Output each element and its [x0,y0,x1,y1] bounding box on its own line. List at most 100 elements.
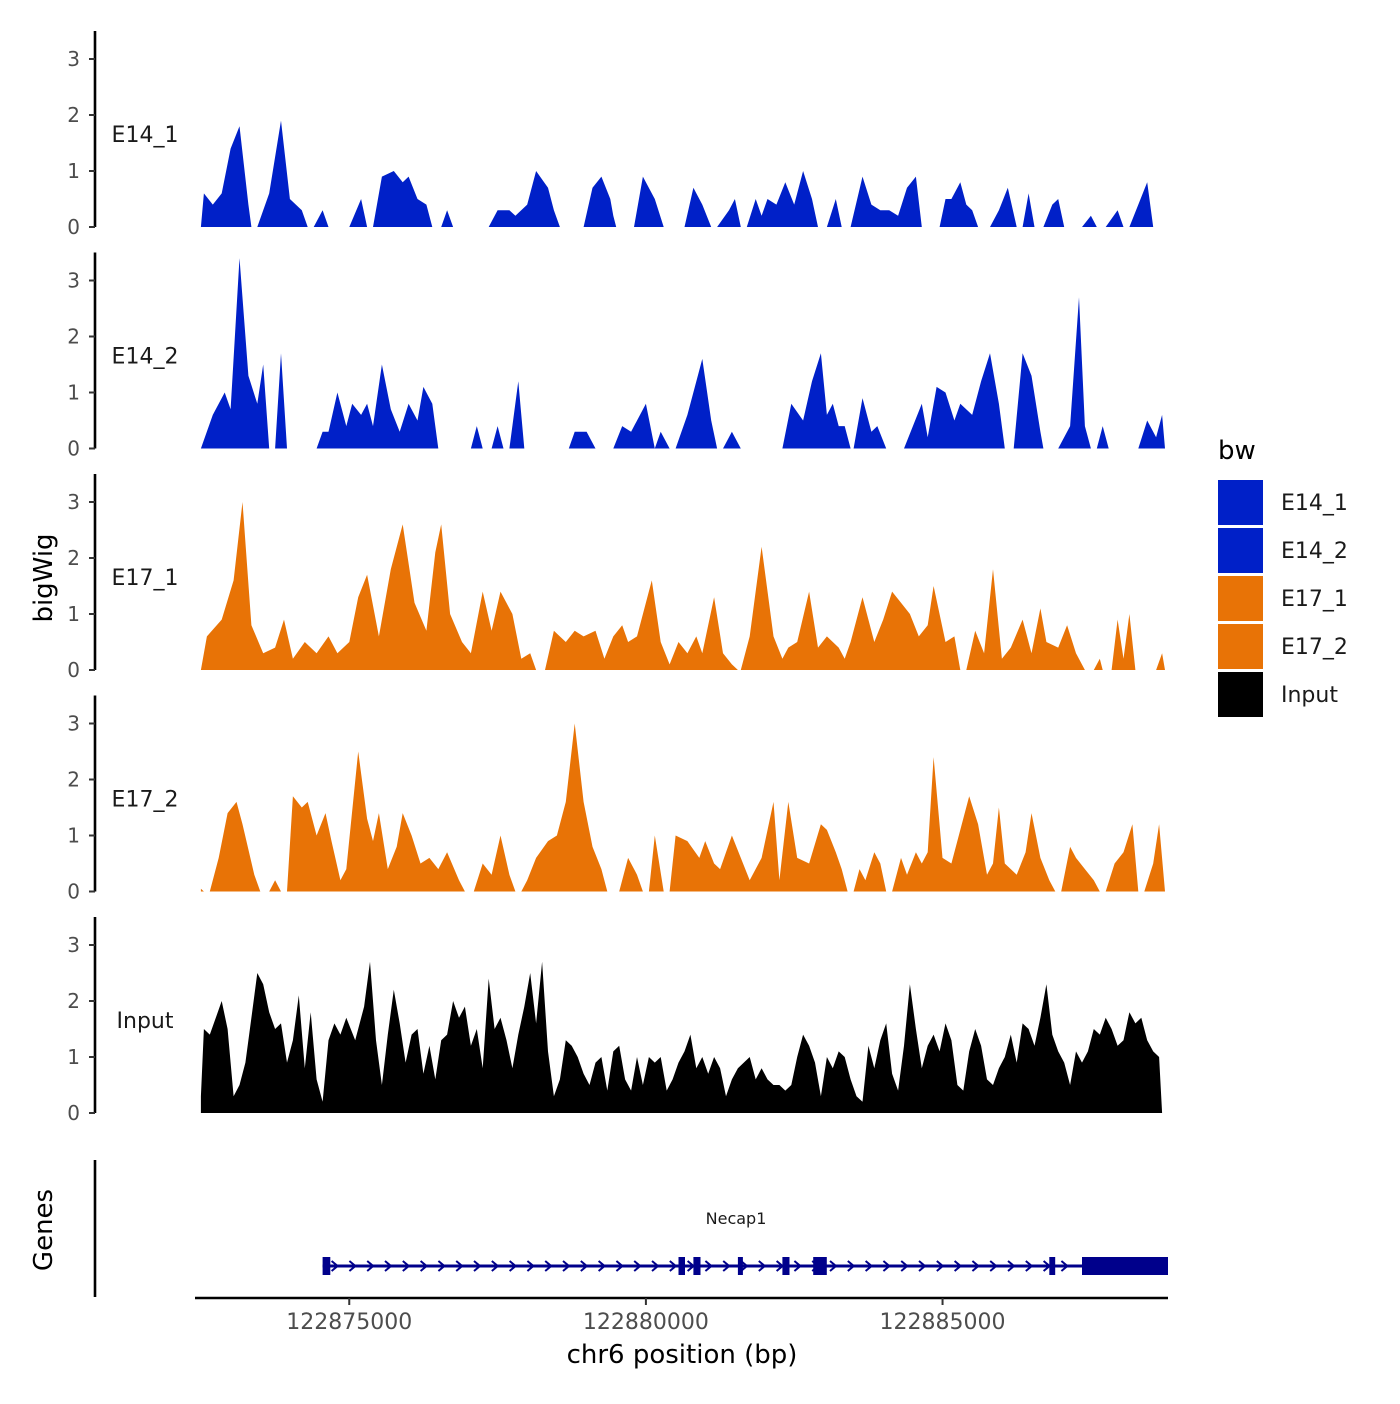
track-e17-2: 0 1 2 3 E17_2 [67,695,1165,904]
strand-arrow [1025,1260,1034,1272]
track-label: Input [117,1009,174,1034]
gene-exon [693,1257,701,1275]
strand-arrow [455,1260,464,1272]
gene-label: Necap1 [706,1209,767,1228]
y-tick-label: 2 [67,989,80,1013]
strand-arrow [847,1260,856,1272]
strand-arrow [651,1260,660,1272]
legend-swatch [1218,528,1263,573]
strand-arrow [491,1260,500,1272]
legend-item: E14_1 [1218,480,1348,525]
strand-arrow [936,1260,945,1272]
legend-swatch [1218,480,1263,525]
strand-arrow [508,1260,518,1272]
y-tick-label: 3 [67,712,80,736]
coverage-area [200,502,1165,670]
legend-label: E17_1 [1281,587,1348,612]
y-tick-label: 2 [67,768,80,792]
y-tick-label: 3 [67,269,80,293]
y-tick-label: 3 [67,47,80,71]
strand-arrow [330,1260,340,1272]
legend-item: Input [1218,672,1338,717]
legend-swatch [1218,624,1263,669]
strand-arrow [366,1260,375,1272]
x-axis: 122875000 122880000 122885000 [195,1296,1168,1335]
y-tick-label: 0 [67,1101,80,1125]
gene-track-title: Genes [29,1189,59,1271]
strand-arrow [562,1260,571,1272]
strand-arrow [1007,1260,1016,1272]
gene-exon [813,1257,827,1275]
gene-exon [322,1257,331,1275]
strand-arrow [918,1260,927,1272]
coverage-tracks: 0 1 2 3 E14_1 0 1 2 3 E14_2 0 1 2 3 E17_1 0 1 2 3 E17_2 0 1 2 3… [67,31,1165,1125]
strand-arrow [669,1260,678,1272]
strand-arrow [953,1260,963,1272]
strand-arrow [384,1260,393,1272]
strand-arrow [580,1260,589,1272]
coverage-area [200,961,1163,1113]
strand-arrow [597,1260,607,1272]
strand-arrow [437,1260,446,1272]
track-input: 0 1 2 3 Input [67,917,1163,1125]
strand-arrow [348,1260,357,1272]
strand-arrow [740,1260,749,1272]
y-tick-label: 2 [67,103,80,127]
legend: bw E14_1 E14_2 E17_1 E17_2 Input [1218,436,1348,717]
legend-label: Input [1281,683,1338,708]
y-tick-label: 1 [67,602,80,626]
coverage-area [200,120,1154,227]
gene-exon [1082,1257,1168,1275]
strand-arrow [526,1260,535,1272]
legend-label: E14_1 [1281,491,1348,516]
coverage-area [200,258,1165,449]
x-tick-label: 122885000 [880,1310,1006,1335]
y-tick-label: 1 [67,824,80,848]
y-tick-label: 1 [67,381,80,405]
y-tick-label: 3 [67,490,80,514]
strand-arrow [473,1260,482,1272]
strand-arrow [402,1260,411,1272]
strand-arrow [1060,1260,1069,1272]
legend-item: E17_2 [1218,624,1348,669]
track-label: E17_2 [112,788,179,813]
track-label: E17_1 [112,566,179,591]
strand-arrow [758,1260,767,1272]
y-tick-label: 2 [67,325,80,349]
strand-arrow [864,1260,874,1272]
y-tick-label: 0 [67,437,80,461]
track-label: E14_1 [112,123,179,148]
strand-arrow [615,1260,624,1272]
y-tick-label: 0 [67,658,80,682]
strand-arrow [633,1260,642,1272]
y-tick-label: 0 [67,215,80,239]
coverage-area [200,723,1165,892]
legend-title: bw [1218,436,1256,466]
gene-exon [782,1257,790,1275]
x-tick-label: 122875000 [286,1310,412,1335]
x-tick-label: 122880000 [583,1310,709,1335]
legend-item: E17_1 [1218,576,1348,621]
strand-arrow [989,1260,998,1272]
gene-track: Necap1 [93,1160,1168,1297]
strand-arrow [829,1260,838,1272]
y-tick-label: 1 [67,159,80,183]
track-e14-1: 0 1 2 3 E14_1 [67,31,1154,239]
track-e14-2: 0 1 2 3 E14_2 [67,252,1165,461]
y-tick-label: 3 [67,933,80,957]
y-axis-title: bigWig [29,533,59,622]
legend-label: E17_2 [1281,635,1348,660]
strand-arrow [704,1260,713,1272]
strand-arrow [419,1260,429,1272]
gene-necap1: Necap1 [322,1209,1168,1275]
y-tick-label: 0 [67,880,80,904]
legend-item: E14_2 [1218,528,1348,573]
legend-label: E14_2 [1281,539,1348,564]
track-e17-1: 0 1 2 3 E17_1 [67,474,1165,682]
strand-arrow [900,1260,909,1272]
strand-arrow [882,1260,891,1272]
x-axis-title: chr6 position (bp) [567,1340,798,1370]
strand-arrow [971,1260,980,1272]
strand-arrow [544,1260,553,1272]
